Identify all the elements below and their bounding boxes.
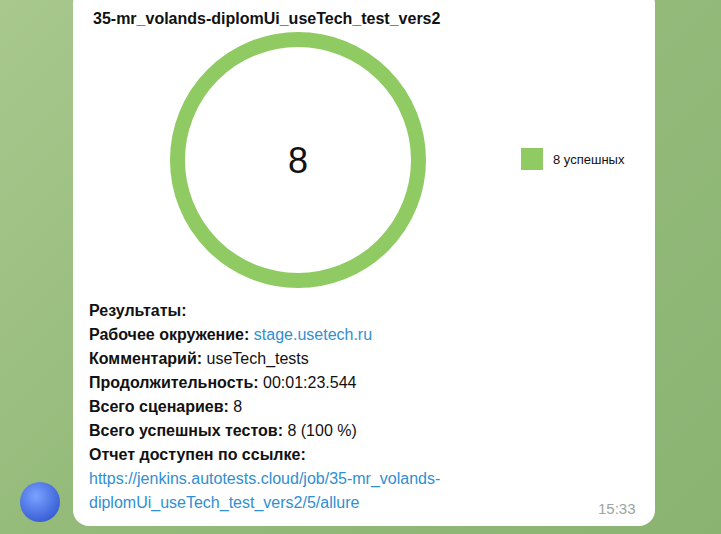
field-value: useTech_tests	[207, 350, 309, 367]
report-label-row: Отчет доступен по ссылке:	[89, 443, 649, 467]
field-value: 8	[233, 398, 242, 415]
field-row: Всего сценариев: 8	[89, 395, 649, 419]
heading-text: Результаты:	[89, 302, 187, 319]
field-row: Всего успешных тестов: 8 (100 %)	[89, 419, 649, 443]
field-row: Рабочее окружение: stage.usetech.ru	[89, 323, 649, 347]
donut-slices	[178, 40, 419, 281]
report-link[interactable]: https://jenkins.autotests.cloud/job/35-m…	[89, 467, 529, 515]
field-row: Комментарий: useTech_tests	[89, 347, 649, 371]
field-label: Всего успешных тестов:	[89, 422, 283, 439]
results-heading: Результаты:	[89, 299, 649, 323]
field-row: Продолжительность: 00:01:23.544	[89, 371, 649, 395]
field-label: Рабочее окружение:	[89, 326, 249, 343]
donut-slice	[178, 40, 419, 281]
field-value: 8 (100 %)	[287, 422, 356, 439]
message-text: Результаты: Рабочее окружение: stage.uset…	[89, 299, 649, 515]
message-time: 15:33	[598, 500, 636, 517]
field-label: Продолжительность:	[89, 374, 259, 391]
donut-total: 8	[288, 140, 308, 181]
field-link[interactable]: stage.usetech.ru	[254, 326, 372, 343]
chart-title: 35-mr_volands-diplomUi_useTech_test_vers…	[93, 10, 441, 27]
field-label: Комментарий:	[89, 350, 202, 367]
legend-label: 8 успешных	[553, 152, 625, 167]
report-label: Отчет доступен по ссылке:	[89, 446, 306, 463]
field-label: Всего сценариев:	[89, 398, 229, 415]
field-value: 00:01:23.544	[263, 374, 356, 391]
avatar[interactable]	[20, 482, 60, 522]
legend-swatch	[521, 148, 543, 170]
